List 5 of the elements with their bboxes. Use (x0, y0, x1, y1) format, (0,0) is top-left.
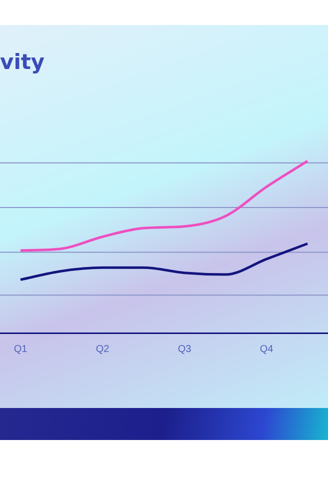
x-tick-label: Q1 (14, 344, 28, 355)
x-tick-label: Q3 (178, 344, 192, 355)
x-tick-label: Q2 (96, 344, 110, 355)
chart-title: vity (0, 50, 45, 74)
x-tick-label: Q4 (260, 344, 274, 355)
